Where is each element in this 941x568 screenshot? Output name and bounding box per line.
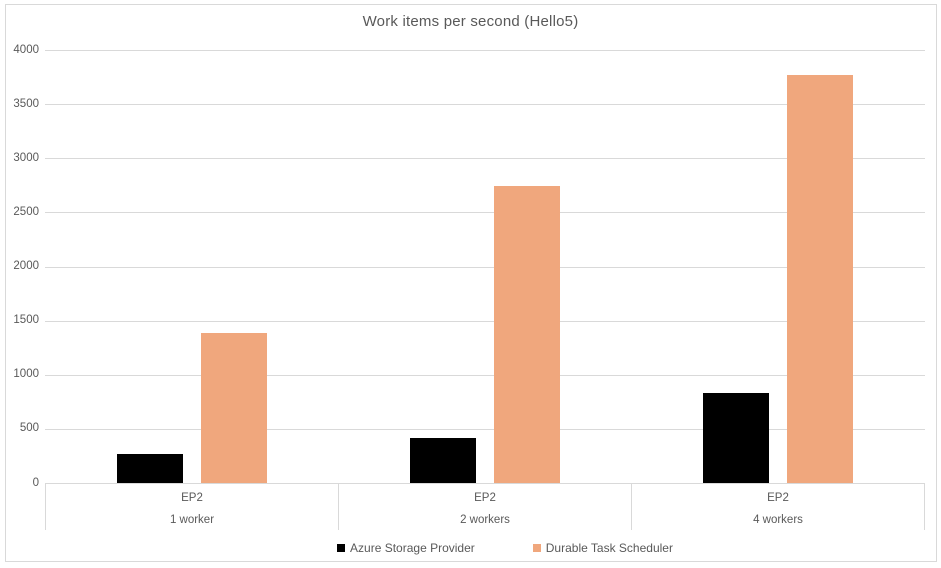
legend-swatch-icon [337,544,346,552]
legend-label: Durable Task Scheduler [545,541,673,555]
subcategory-label: 1 worker [169,514,215,526]
legend-label: Azure Storage Provider [350,541,475,555]
y-tick-label-1500: 1500 [13,314,39,327]
category-cell-4-workers: EP2 4 workers [631,483,925,530]
legend-item-azure-storage-provider: Azure Storage Provider [337,541,475,555]
y-tick-label-3500: 3500 [13,97,39,110]
y-tick-label-0: 0 [32,476,39,489]
gridline-1000 [45,374,925,376]
subcategory-label: 2 workers [460,514,510,526]
gridline-1500 [45,320,925,322]
azure-storage-provider-bar-1-worker [116,454,183,483]
gridline-4000 [45,50,925,51]
category-cell-2-workers: EP2 2 workers [338,483,631,530]
y-tick-label-500: 500 [19,422,39,435]
durable-task-scheduler-bar-1-worker [200,332,267,483]
y-tick-label-1000: 1000 [13,368,39,381]
durable-task-scheduler-bar-2-workers [494,186,560,483]
subcategory-label: 4 workers [753,514,803,526]
x-axis: EP2 1 worker EP2 2 workers EP2 4 workers [45,483,925,530]
gridline-0 [45,483,925,484]
category-label: EP2 [767,492,789,504]
azure-storage-provider-bar-4-workers [703,393,770,483]
azure-storage-provider-bar-2-workers [410,438,476,483]
y-axis: 0 500 1000 1500 2000 2500 3000 3500 4000 [0,0,39,568]
gridline-500 [45,428,925,430]
durable-task-scheduler-bar-4-workers [787,74,854,483]
gridline-3000 [45,158,925,160]
gridline-2000 [45,266,925,268]
legend-item-durable-task-scheduler: Durable Task Scheduler [532,541,673,555]
category-label: EP2 [474,492,496,504]
category-cell-1-worker: EP2 1 worker [45,483,338,530]
chart-title: Work items per second (Hello5) [362,13,579,30]
y-tick-label-2000: 2000 [13,260,39,272]
legend: Azure Storage Provider Durable Task Sched… [65,541,941,555]
gridline-2500 [45,212,925,214]
y-tick-label-2500: 2500 [13,205,39,218]
category-label: EP2 [181,492,203,504]
y-tick-label-4000: 4000 [13,43,39,56]
legend-swatch-icon [532,544,541,552]
gridline-3500 [45,104,925,106]
plot-area [45,50,925,484]
y-tick-label-3000: 3000 [13,151,39,164]
